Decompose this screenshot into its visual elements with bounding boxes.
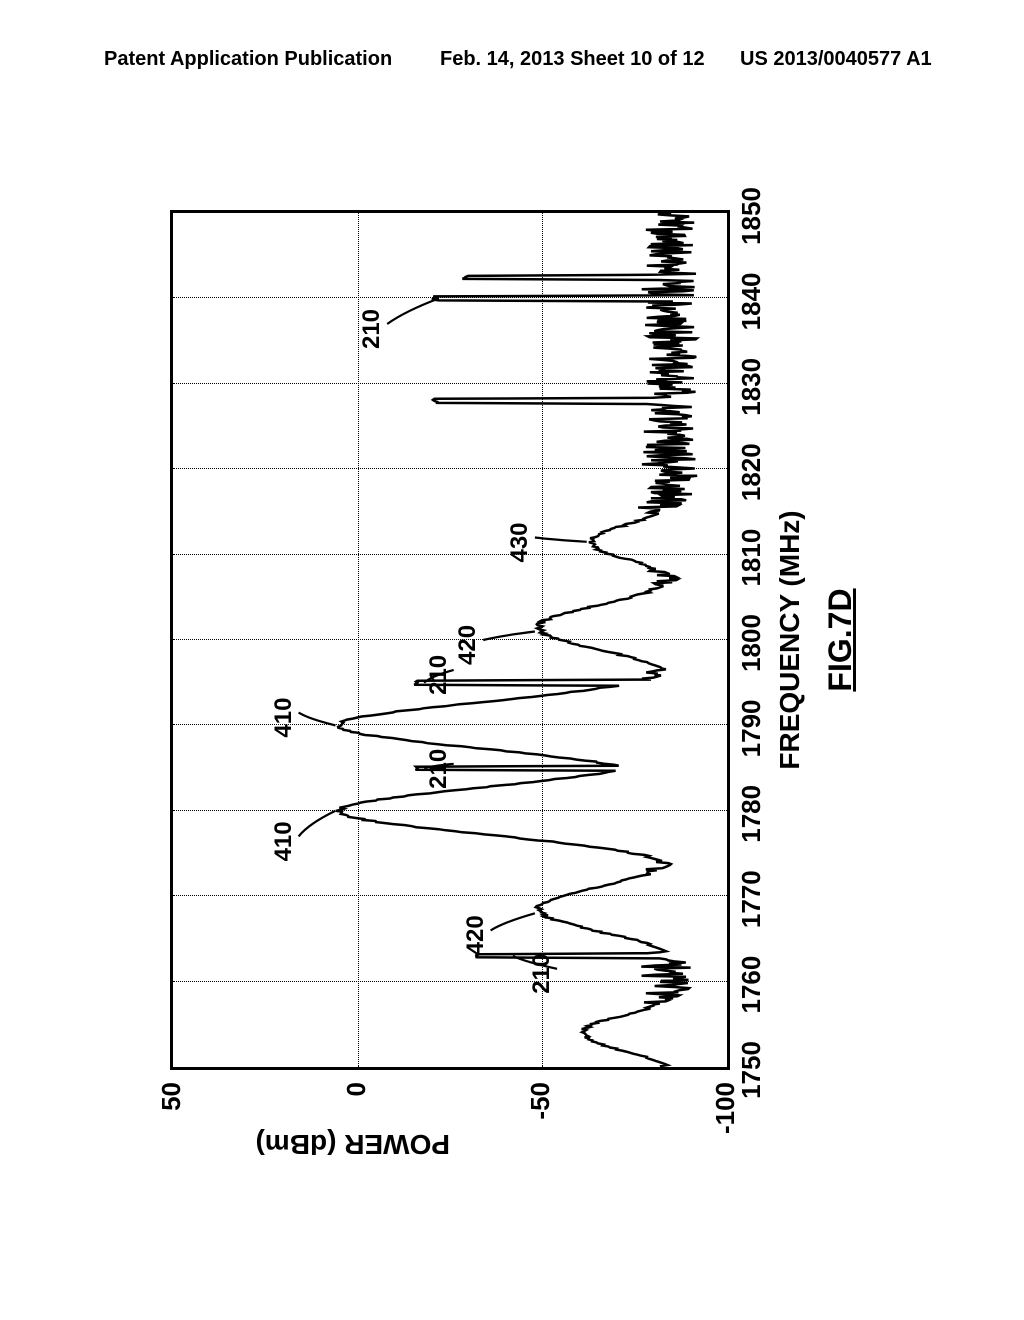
gridline-vertical [173, 810, 727, 811]
gridline-vertical [173, 383, 727, 384]
y-tick-label: -100 [710, 1082, 741, 1172]
annotation-label: 420 [462, 915, 490, 955]
x-tick-label: 1780 [736, 785, 767, 843]
annotation-layer [173, 213, 727, 1067]
x-axis-label: FREQUENCY (MHz) [774, 510, 806, 769]
gridline-vertical [173, 554, 727, 555]
annotation-leader [387, 298, 439, 324]
gridline-horizontal [542, 213, 543, 1067]
annotation-label: 410 [270, 821, 298, 861]
gridline-vertical [173, 468, 727, 469]
x-tick-label: 1810 [736, 529, 767, 587]
page-header-middle: Feb. 14, 2013 Sheet 10 of 12 [440, 48, 705, 71]
y-tick-label: 50 [156, 1082, 187, 1172]
x-tick-label: 1800 [736, 614, 767, 672]
figure-caption: FIG.7D [822, 588, 859, 691]
x-tick-label: 1850 [736, 187, 767, 245]
annotation-leader [491, 913, 535, 930]
annotation-label: 210 [528, 954, 556, 994]
annotation-label: 210 [358, 309, 386, 349]
gridline-vertical [173, 981, 727, 982]
annotation-label: 430 [506, 522, 534, 562]
annotation-leader [299, 811, 336, 837]
x-tick-label: 1820 [736, 443, 767, 501]
annotation-label: 410 [270, 698, 298, 738]
x-tick-label: 1830 [736, 358, 767, 416]
gridline-vertical [173, 639, 727, 640]
plot-area [170, 210, 730, 1070]
x-tick-label: 1760 [736, 956, 767, 1014]
page-header-right: US 2013/0040577 A1 [740, 48, 932, 71]
x-tick-label: 1840 [736, 272, 767, 330]
annotation-label: 210 [425, 655, 453, 695]
x-tick-label: 1770 [736, 870, 767, 928]
y-tick-label: -50 [525, 1082, 556, 1172]
gridline-vertical [173, 297, 727, 298]
x-tick-label: 1790 [736, 699, 767, 757]
page-header-left: Patent Application Publication [104, 48, 392, 71]
figure-7d: POWER (dBm) FREQUENCY (MHz) FIG.7D 17501… [140, 150, 860, 1180]
gridline-vertical [173, 724, 727, 725]
gridline-vertical [173, 895, 727, 896]
y-tick-label: 0 [341, 1082, 372, 1172]
chart-rotated-container: POWER (dBm) FREQUENCY (MHz) FIG.7D 17501… [140, 150, 860, 1180]
annotation-label: 420 [454, 625, 482, 665]
annotation-label: 210 [425, 749, 453, 789]
